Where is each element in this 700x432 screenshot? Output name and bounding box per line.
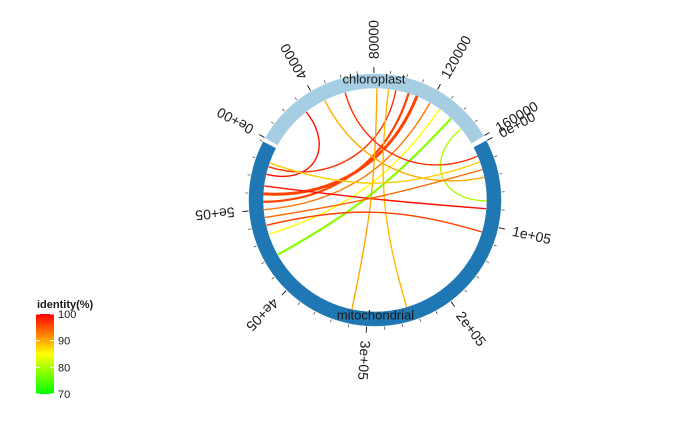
tick-label: 5e+05 [194,204,235,223]
minor-tick [464,289,467,293]
sector-label-chloroplast: chloroplast [343,72,406,87]
minor-tick [313,311,316,315]
minor-tick [499,173,503,175]
minor-tick [493,244,497,247]
link-13 [266,211,483,233]
minor-tick [270,121,274,124]
tick-label: 120000 [437,32,474,81]
major-tick [307,85,311,91]
legend-title: identity(%) [37,299,94,311]
minor-tick [463,107,467,110]
minor-tick [402,323,404,328]
major-tick [242,210,249,213]
minor-tick [476,276,480,279]
minor-tick [422,79,424,83]
tick-label: 3e+05 [355,340,374,381]
minor-tick [406,74,408,78]
tick-label: 80000 [365,20,381,59]
minor-tick [248,228,252,230]
tick-label: 40000 [277,41,311,83]
minor-tick [474,119,478,123]
link-11 [266,111,320,177]
legend-tick-label: 80 [58,362,70,374]
link-3 [263,102,431,211]
minor-tick [347,324,350,328]
link-layer [262,88,487,310]
minor-tick [486,261,490,263]
sector-tracks [248,73,502,327]
major-tick [486,137,493,141]
minor-tick [253,245,257,248]
link-10 [324,100,485,182]
link-0 [439,128,487,202]
major-tick [484,132,490,136]
minor-tick [294,97,298,101]
minor-tick [282,108,285,112]
sector-label-mitochondrial: mitochondrial [337,307,414,322]
tick-layer [242,67,505,333]
link-14 [269,161,481,184]
minor-tick [323,80,326,84]
minor-tick [494,155,498,158]
major-tick [437,84,441,90]
link-12 [264,185,487,210]
minor-tick [419,318,421,322]
tick-label: 1e+05 [511,223,553,247]
legend-tick-label: 90 [58,336,70,348]
minor-tick [247,174,251,176]
link-6 [268,90,397,173]
sector-track-mitochondrial [248,140,502,327]
link-9 [344,92,478,166]
link-5 [262,93,410,203]
minor-tick [451,95,454,99]
minor-tick [259,139,263,142]
legend-colorbar [36,314,54,394]
link-15 [264,169,483,219]
link-7 [382,89,408,308]
major-tick [259,134,265,138]
minor-tick [339,74,342,78]
legend-tick-label: 100 [58,309,76,321]
tick-label: 4e+05 [243,295,282,334]
major-tick [498,227,505,230]
minor-tick [330,319,332,323]
link-2 [268,108,441,235]
minor-tick [252,156,256,159]
sector-track-chloroplast [264,73,484,146]
link-1 [277,117,452,256]
minor-tick [271,277,275,280]
minor-tick [435,311,438,315]
minor-tick [297,302,301,305]
minor-tick [261,261,265,264]
legend-tick-label: 70 [58,389,70,401]
legend-ticks: 100 90 80 70 [36,309,76,401]
link-8 [351,88,378,310]
legend: identity(%) 100 90 80 70 [36,299,94,401]
tick-label: 2e+05 [453,308,489,349]
major-tick [281,290,287,296]
major-tick [450,301,456,307]
tick-label: 0e+00 [214,104,256,137]
